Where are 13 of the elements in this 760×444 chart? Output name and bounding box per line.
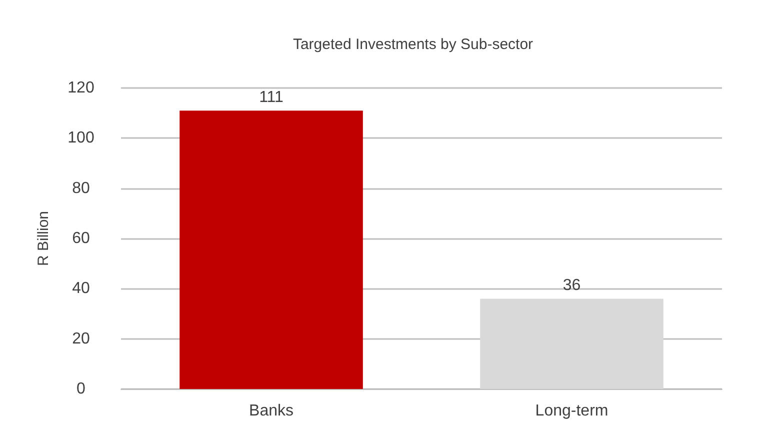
y-tick-label: 100 bbox=[68, 130, 94, 147]
y-tick-label: 20 bbox=[72, 330, 90, 348]
chart-title: Targeted Investments by Sub-sector bbox=[292, 36, 534, 53]
x-tick-label: Long-term bbox=[535, 402, 608, 420]
y-tick-label: 0 bbox=[76, 380, 86, 398]
y-tick-label: 120 bbox=[68, 80, 94, 96]
y-tick-label: 60 bbox=[72, 230, 90, 247]
y-axis-title: R Billion bbox=[35, 210, 52, 266]
data-label: 111 bbox=[259, 89, 284, 106]
y-tick-label: 40 bbox=[72, 280, 90, 298]
y-tick-label: 80 bbox=[72, 180, 90, 197]
data-label: 36 bbox=[562, 277, 581, 294]
x-tick-label: Banks bbox=[249, 402, 294, 420]
